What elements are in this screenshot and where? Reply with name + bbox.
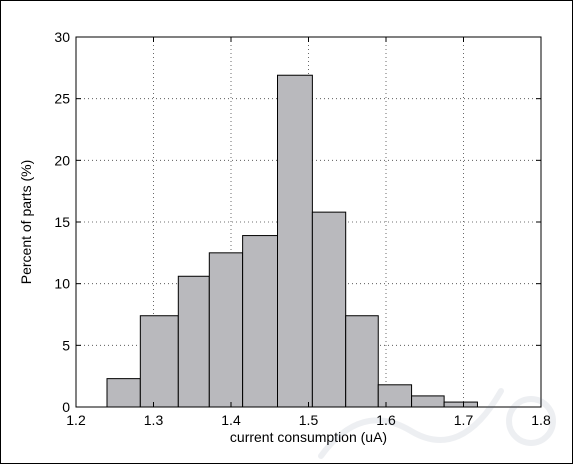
histogram-bar xyxy=(277,74,313,408)
y-tick-label: 25 xyxy=(54,91,70,107)
histogram-bar xyxy=(208,252,244,408)
x-tick-labels: 1.2 1.3 1.4 1.5 1.6 1.7 1.8 xyxy=(66,412,551,428)
x-tick-label: 1.7 xyxy=(454,412,474,428)
y-tick-labels: 0 5 10 15 20 25 30 xyxy=(54,29,70,415)
x-tick-label: 1.5 xyxy=(299,412,319,428)
axis-ticks xyxy=(75,36,542,408)
x-tick-label: 1.2 xyxy=(66,412,86,428)
histogram-bar xyxy=(443,401,478,408)
histogram-bar xyxy=(311,211,347,408)
x-tick-label: 1.8 xyxy=(531,412,551,428)
y-tick-label: 10 xyxy=(54,276,70,292)
y-tick-label: 5 xyxy=(62,337,70,353)
histogram-bar xyxy=(139,315,179,408)
x-tick-label: 1.4 xyxy=(221,412,241,428)
histogram-bar xyxy=(106,378,141,408)
histogram-bar xyxy=(242,235,278,408)
histogram-bar xyxy=(177,275,210,408)
histogram-bar xyxy=(345,315,379,408)
x-tick-label: 1.6 xyxy=(376,412,396,428)
histogram-bars xyxy=(106,74,478,408)
y-tick-label: 30 xyxy=(54,29,70,45)
y-tick-label: 20 xyxy=(54,152,70,168)
histogram-bar xyxy=(377,384,413,408)
x-tick-label: 1.3 xyxy=(144,412,164,428)
x-axis-label: current consumption (uA) xyxy=(230,429,387,445)
y-axis-label: Percent of parts (%) xyxy=(18,160,34,285)
y-tick-label: 0 xyxy=(62,399,70,415)
y-tick-label: 15 xyxy=(54,214,70,230)
histogram-bar xyxy=(411,395,445,408)
histogram-chart: 1.2 1.3 1.4 1.5 1.6 1.7 1.8 0 5 10 15 20 25 30 curre… xyxy=(18,29,551,445)
